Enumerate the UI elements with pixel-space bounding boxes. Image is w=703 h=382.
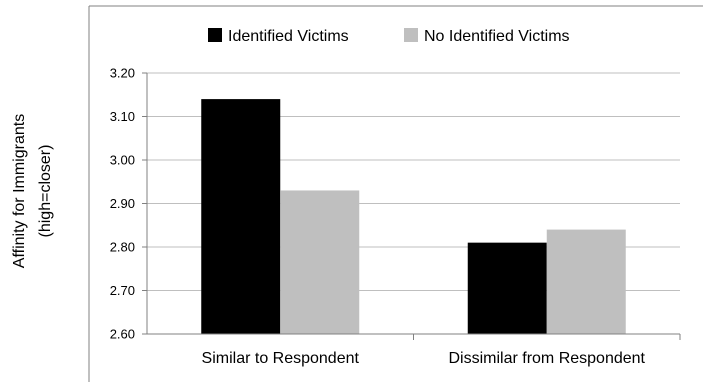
- legend-label-no-identified: No Identified Victims: [424, 28, 570, 45]
- y-axis-title-line-1: Affinity for Immigrants: [11, 114, 28, 268]
- axes: 2.60 2.70 2.80 2.90 3.00 3.10 3.20 Similar to R…: [110, 66, 681, 367]
- y-tick-label: 3.00: [110, 153, 135, 168]
- y-tick-label: 2.90: [110, 196, 135, 211]
- y-tick-label: 3.10: [110, 109, 135, 124]
- bars: [201, 99, 626, 334]
- bar-identified-dissimilar: [467, 242, 547, 334]
- y-tick-label: 3.20: [110, 66, 135, 81]
- y-tick-label: 2.70: [110, 283, 135, 298]
- x-category-label: Dissimilar from Respondent: [448, 350, 645, 367]
- y-tick-label: 2.80: [110, 240, 135, 255]
- y-axis-title-line-2: (high=closer): [37, 145, 54, 238]
- bar-no-identified-similar: [280, 190, 360, 334]
- y-tick-label: 2.60: [110, 327, 135, 342]
- legend: Identified Victims No Identified Victims: [208, 28, 570, 45]
- bar-identified-similar: [201, 99, 281, 334]
- legend-swatch-no-identified: [404, 28, 418, 42]
- x-category-label: Similar to Respondent: [202, 350, 360, 367]
- bar-no-identified-dissimilar: [546, 229, 626, 334]
- legend-swatch-identified: [208, 28, 222, 42]
- y-axis-title: Affinity for Immigrants (high=closer): [11, 114, 54, 268]
- legend-label-identified: Identified Victims: [228, 28, 349, 45]
